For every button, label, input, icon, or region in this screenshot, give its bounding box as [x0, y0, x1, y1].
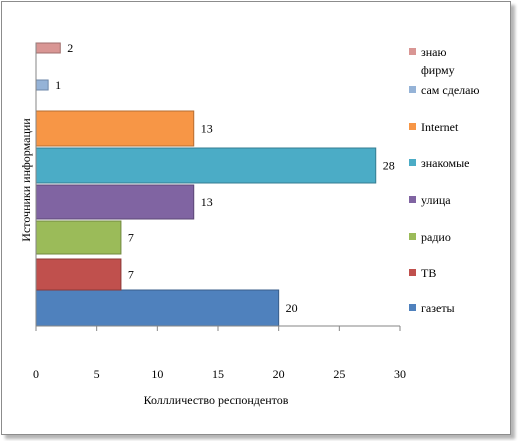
bars-group [35, 42, 377, 327]
legend-label-7-line-1: фирму [421, 63, 455, 77]
bar-7 [35, 42, 61, 54]
legend-label-4: знакомые [421, 156, 469, 170]
legend-label-6: сам сделаю [421, 83, 479, 97]
bar-6 [35, 79, 49, 91]
legend-swatch-6 [409, 86, 416, 93]
x-tick-label-1: 5 [94, 367, 100, 381]
legend-swatch-4 [409, 159, 416, 166]
legend-swatch-2 [409, 233, 416, 240]
data-label-2: 7 [128, 231, 134, 245]
data-label-7: 2 [67, 41, 73, 55]
legend: знаю фирму сам сделаю Internet знакомые улица… [409, 45, 479, 315]
bar-2 [35, 220, 122, 255]
x-tick-label-0: 0 [33, 367, 39, 381]
legend-label-1: ТВ [421, 266, 436, 280]
x-tick-label-5: 25 [333, 367, 345, 381]
legend-label-7-line-0: знаю [421, 45, 446, 59]
data-labels-group: 20 7 7 13 28 13 1 2 [55, 41, 395, 315]
x-ticks-group: 0 5 10 15 20 25 30 [33, 326, 406, 381]
legend-swatch-7 [409, 48, 416, 55]
x-tick-label-2: 10 [151, 367, 163, 381]
data-label-1: 7 [128, 268, 134, 282]
bar-4 [35, 147, 377, 184]
x-tick-label-4: 20 [273, 367, 285, 381]
data-label-5: 13 [201, 122, 213, 136]
x-axis-title: Коллличество респондентов [144, 393, 289, 407]
legend-label-0: газеты [421, 301, 455, 315]
bar-5 [35, 110, 195, 147]
legend-label-2: радио [421, 230, 451, 244]
data-label-6: 1 [55, 78, 61, 92]
x-tick-label-6: 30 [394, 367, 406, 381]
bar-1 [35, 258, 122, 291]
legend-swatch-5 [409, 123, 416, 130]
data-label-0: 20 [286, 301, 298, 315]
bar-3 [35, 184, 195, 220]
legend-swatch-1 [409, 269, 416, 276]
x-tick-label-3: 15 [212, 367, 224, 381]
bar-0 [35, 289, 280, 327]
data-label-3: 13 [201, 195, 213, 209]
y-axis-title: Источники информации [19, 118, 33, 242]
legend-swatch-3 [409, 196, 416, 203]
legend-label-3: улица [421, 193, 451, 207]
data-label-4: 28 [383, 159, 395, 173]
legend-label-5: Internet [421, 120, 459, 134]
legend-swatch-0 [409, 304, 416, 311]
